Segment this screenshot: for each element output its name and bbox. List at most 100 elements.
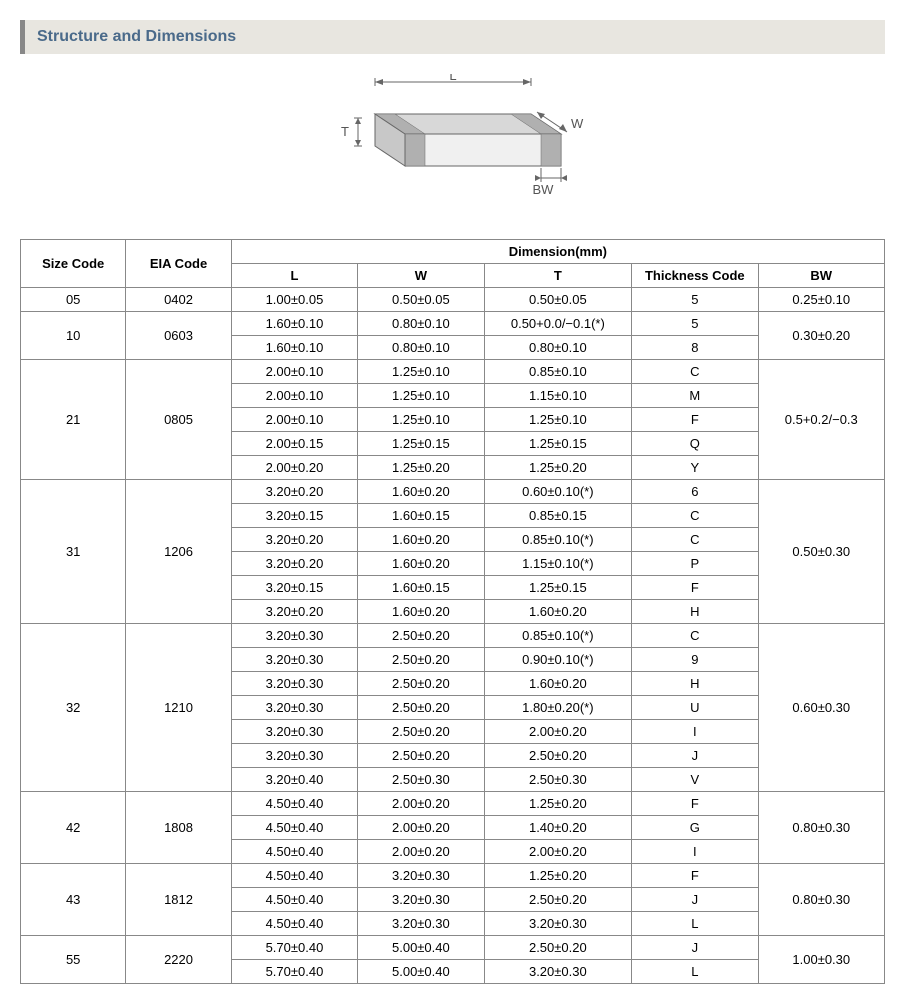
cell-w: 2.50±0.20 (358, 672, 484, 696)
cell-l: 3.20±0.30 (231, 696, 357, 720)
cell-l: 4.50±0.40 (231, 888, 357, 912)
cell-l: 2.00±0.15 (231, 432, 357, 456)
cell-bw: 0.80±0.30 (758, 792, 884, 864)
cell-t: 0.80±0.10 (484, 336, 632, 360)
cell-w: 3.20±0.30 (358, 864, 484, 888)
cell-w: 2.50±0.20 (358, 624, 484, 648)
cell-l: 4.50±0.40 (231, 792, 357, 816)
cell-w: 5.00±0.40 (358, 936, 484, 960)
cell-t: 2.50±0.30 (484, 768, 632, 792)
cell-tc: V (632, 768, 758, 792)
dimensions-table: Size Code EIA Code Dimension(mm) L W T T… (20, 239, 885, 984)
cell-t: 0.85±0.10(*) (484, 528, 632, 552)
cell-w: 1.60±0.20 (358, 552, 484, 576)
cell-t: 0.85±0.10 (484, 360, 632, 384)
cell-eia: 0603 (126, 312, 231, 360)
cell-tc: 6 (632, 480, 758, 504)
cell-t: 2.50±0.20 (484, 888, 632, 912)
cell-t: 2.00±0.20 (484, 720, 632, 744)
table-row: 1006031.60±0.100.80±0.100.50+0.0/−0.1(*)… (21, 312, 885, 336)
chip-diagram: L T W BW (313, 74, 593, 224)
cell-eia: 1206 (126, 480, 231, 624)
cell-l: 3.20±0.30 (231, 648, 357, 672)
cell-bw: 0.5+0.2/−0.3 (758, 360, 884, 480)
table-row: 4318124.50±0.403.20±0.301.25±0.20F0.80±0… (21, 864, 885, 888)
cell-l: 3.20±0.15 (231, 576, 357, 600)
cell-tc: F (632, 576, 758, 600)
cell-t: 2.50±0.20 (484, 936, 632, 960)
cell-w: 0.50±0.05 (358, 288, 484, 312)
cell-tc: 8 (632, 336, 758, 360)
cell-l: 3.20±0.20 (231, 480, 357, 504)
cell-t: 0.50+0.0/−0.1(*) (484, 312, 632, 336)
th-t: T (484, 264, 632, 288)
cell-t: 1.25±0.20 (484, 792, 632, 816)
cell-tc: C (632, 504, 758, 528)
cell-l: 3.20±0.30 (231, 744, 357, 768)
th-size: Size Code (21, 240, 126, 288)
th-eia: EIA Code (126, 240, 231, 288)
th-l: L (231, 264, 357, 288)
label-w: W (571, 116, 584, 131)
cell-bw: 1.00±0.30 (758, 936, 884, 984)
cell-l: 3.20±0.30 (231, 720, 357, 744)
cell-tc: H (632, 672, 758, 696)
label-t: T (341, 124, 349, 139)
cell-eia: 1808 (126, 792, 231, 864)
cell-l: 1.60±0.10 (231, 336, 357, 360)
cell-w: 0.80±0.10 (358, 336, 484, 360)
cell-tc: L (632, 960, 758, 984)
table-row: 0504021.00±0.050.50±0.050.50±0.0550.25±0… (21, 288, 885, 312)
cell-tc: F (632, 792, 758, 816)
cell-w: 5.00±0.40 (358, 960, 484, 984)
label-l: L (449, 74, 456, 83)
cell-t: 1.40±0.20 (484, 816, 632, 840)
cell-tc: C (632, 360, 758, 384)
cell-tc: J (632, 936, 758, 960)
cell-t: 1.15±0.10 (484, 384, 632, 408)
cell-tc: I (632, 720, 758, 744)
diagram-container: L T W BW (20, 64, 885, 239)
cell-t: 1.60±0.20 (484, 600, 632, 624)
th-dim: Dimension(mm) (231, 240, 884, 264)
cell-w: 1.25±0.10 (358, 408, 484, 432)
cell-bw: 0.60±0.30 (758, 624, 884, 792)
cell-t: 1.25±0.20 (484, 456, 632, 480)
cell-tc: 5 (632, 312, 758, 336)
cell-l: 4.50±0.40 (231, 912, 357, 936)
cell-w: 3.20±0.30 (358, 888, 484, 912)
cell-tc: L (632, 912, 758, 936)
table-header-row-1: Size Code EIA Code Dimension(mm) (21, 240, 885, 264)
cell-t: 1.60±0.20 (484, 672, 632, 696)
cell-l: 2.00±0.10 (231, 408, 357, 432)
cell-bw: 0.30±0.20 (758, 312, 884, 360)
cell-l: 3.20±0.15 (231, 504, 357, 528)
cell-tc: Q (632, 432, 758, 456)
cell-tc: J (632, 888, 758, 912)
th-w: W (358, 264, 484, 288)
cell-eia: 0805 (126, 360, 231, 480)
cell-l: 5.70±0.40 (231, 936, 357, 960)
cell-size: 32 (21, 624, 126, 792)
cell-tc: P (632, 552, 758, 576)
cell-tc: C (632, 528, 758, 552)
cell-t: 1.25±0.15 (484, 576, 632, 600)
cell-bw: 0.80±0.30 (758, 864, 884, 936)
cell-size: 55 (21, 936, 126, 984)
cell-t: 1.25±0.20 (484, 864, 632, 888)
cell-t: 0.60±0.10(*) (484, 480, 632, 504)
cell-w: 2.50±0.20 (358, 720, 484, 744)
cell-l: 3.20±0.20 (231, 528, 357, 552)
cell-w: 1.25±0.15 (358, 432, 484, 456)
cell-l: 4.50±0.40 (231, 864, 357, 888)
cell-w: 1.60±0.20 (358, 600, 484, 624)
label-bw: BW (532, 182, 554, 197)
th-tc: Thickness Code (632, 264, 758, 288)
cell-tc: F (632, 408, 758, 432)
cell-t: 3.20±0.30 (484, 912, 632, 936)
cell-w: 2.50±0.20 (358, 648, 484, 672)
cell-tc: J (632, 744, 758, 768)
cell-t: 0.85±0.15 (484, 504, 632, 528)
cell-eia: 0402 (126, 288, 231, 312)
cell-tc: G (632, 816, 758, 840)
